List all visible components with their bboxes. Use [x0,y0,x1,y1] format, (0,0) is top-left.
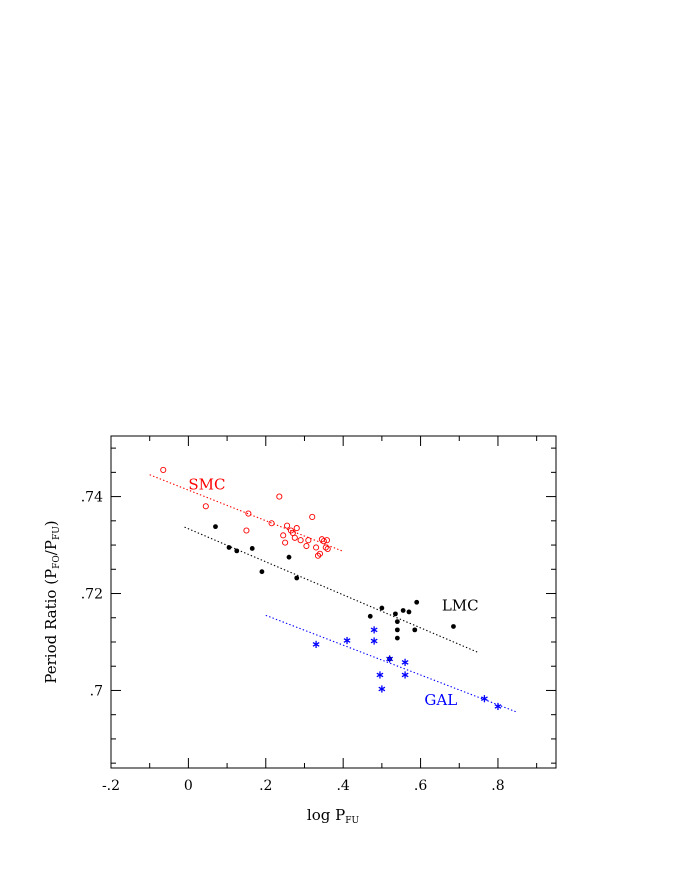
point-smc [160,466,167,473]
x-tick-label: .4 [336,778,349,794]
point-smc [291,534,298,541]
point-gal [480,695,488,703]
y-tick-label: .7 [90,683,103,699]
point-gal [386,655,394,663]
point-gal [494,702,502,711]
fit-lines [149,474,518,713]
point-smc [323,537,330,544]
point-lmc [249,546,255,551]
point-gal [376,671,384,679]
point-lmc [367,613,373,619]
point-lmc [259,569,265,575]
point-smc [297,537,304,544]
y-axis-title: Period Ratio (PFO/PFU) [42,520,62,683]
point-gal [378,685,386,693]
series-label-gal: GAL [424,691,457,709]
point-lmc [286,554,292,560]
point-smc [313,544,320,551]
point-smc [268,520,275,527]
point-smc [314,552,322,559]
series-label-lmc: LMC [442,596,479,614]
point-smc [243,527,250,534]
point-smc [303,542,310,550]
point-smc [202,503,209,510]
point-lmc [394,627,400,633]
x-tick-label: -.2 [102,778,120,794]
axis-tick-labels: -.2 0 .2 .4 .6 .8 .7 .72 .74 [81,490,505,794]
point-smc [309,513,316,520]
x-tick-label: .6 [414,778,427,794]
point-smc [284,522,291,529]
point-gal [370,626,378,634]
point-lmc [412,627,418,633]
point-smc [305,537,312,544]
point-smc [316,550,324,557]
axis-ticks [110,436,556,768]
point-smc [282,539,289,546]
point-lmc [406,609,412,615]
point-lmc [294,575,300,581]
point-gal [401,671,409,679]
point-lmc [451,624,456,629]
data-points [160,466,502,711]
x-tick-label: .8 [491,778,504,794]
point-smc [245,510,252,517]
point-gal [370,637,378,645]
fit-line-gal [265,614,518,713]
plot-frame [110,435,557,769]
point-gal [312,640,320,649]
point-lmc [234,548,240,554]
point-lmc [393,611,398,617]
point-smc [280,532,287,539]
y-tick-label: .74 [81,490,103,506]
x-axis-title: log PFU [307,806,360,826]
point-lmc [400,608,406,613]
point-lmc [213,524,218,530]
point-smc [324,545,331,552]
point-lmc [379,605,385,611]
y-tick-label: .72 [81,587,103,603]
point-smc [320,538,327,545]
fit-line-lmc [184,526,479,654]
series-label-smc: SMC [188,475,225,493]
series-labels: SMC LMC GAL [188,475,478,709]
point-gal [401,658,409,666]
point-lmc [226,545,232,550]
point-lmc [394,619,400,625]
point-smc [293,525,300,532]
fit-line-smc [149,474,344,552]
point-smc [276,493,283,500]
x-tick-label: 0 [184,778,193,794]
point-gal [343,636,351,645]
point-lmc [414,599,420,605]
point-lmc [394,635,400,641]
x-tick-label: .2 [259,778,272,794]
